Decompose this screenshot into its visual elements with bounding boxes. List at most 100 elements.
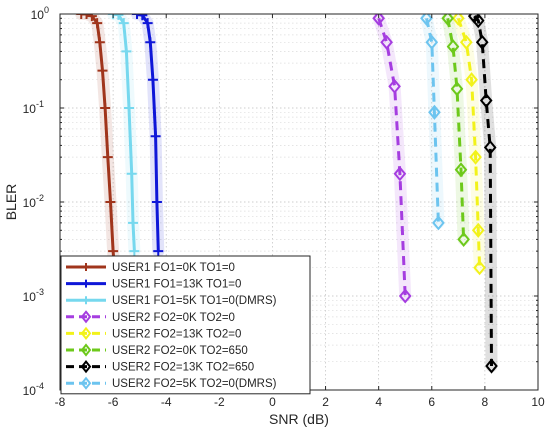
legend-item: USER2 FO2=0K TO2=0 <box>66 310 235 324</box>
series-1 <box>75 14 122 292</box>
legend-swatch-marker <box>80 376 92 390</box>
legend-label: USER1 FO1=0K TO1=0 <box>112 262 235 274</box>
data-point <box>452 14 465 26</box>
legend-swatch-marker <box>82 263 90 271</box>
data-point <box>471 222 485 238</box>
data-point <box>428 104 441 120</box>
data-point <box>459 34 473 50</box>
data-point <box>113 14 124 20</box>
data-point <box>398 288 412 304</box>
data-point <box>372 14 385 26</box>
legend-swatch-marker <box>82 296 90 305</box>
data-point <box>475 34 489 50</box>
data-point <box>129 246 140 257</box>
data-point <box>121 46 132 57</box>
series-shadow <box>420 14 445 229</box>
data-point <box>465 72 478 88</box>
data-point <box>81 14 92 19</box>
legend-swatch-marker <box>80 343 92 357</box>
data-point <box>97 65 108 76</box>
legend-swatch-marker <box>80 326 92 341</box>
legend-item: USER2 FO2=13K TO2=0 <box>66 326 241 341</box>
legend-item: USER1 FO1=5K TO1=0(DMRS) <box>66 295 277 307</box>
legend-label: USER1 FO1=13K TO1=0 <box>112 279 241 291</box>
data-point <box>102 152 113 163</box>
data-point <box>124 103 135 113</box>
data-point <box>92 18 103 29</box>
data-point <box>485 358 498 374</box>
series-line <box>473 15 493 367</box>
legend-item: USER1 FO1=0K TO1=0 <box>66 262 235 274</box>
data-point <box>425 34 439 50</box>
legend-label: USER2 FO2=13K TO2=0 <box>112 328 241 340</box>
legend-swatch-marker <box>82 279 90 288</box>
y-tick-label: 10-3 <box>23 287 44 304</box>
legend-label: USER1 FO1=5K TO1=0(DMRS) <box>112 295 277 307</box>
x-tick-label: -6 <box>108 395 119 409</box>
x-tick-label: 6 <box>428 395 435 409</box>
data-point <box>432 215 445 231</box>
axis-ticks: -8 -6 -4 -2 0 2 4 6 8 10 10-4 10-3 10-2 10-1 100 <box>23 5 545 409</box>
legend-item: USER2 FO2=0K TO2=650 <box>66 343 248 357</box>
legend-swatch-marker <box>80 359 92 374</box>
series-2 <box>131 14 165 258</box>
data-point <box>469 149 482 165</box>
legend-label: USER2 FO2=5K TO2=0(DMRS) <box>112 378 277 390</box>
data-point <box>118 18 129 29</box>
series-line <box>377 17 407 297</box>
series-line <box>446 18 466 240</box>
data-point <box>483 139 497 156</box>
data-point <box>132 14 143 19</box>
series-6 <box>441 14 470 247</box>
x-tick-label: 0 <box>269 395 276 409</box>
x-tick-label: -2 <box>214 395 225 409</box>
legend-item: USER1 FO1=13K TO1=0 <box>66 279 241 291</box>
x-tick-label: 10 <box>531 395 545 409</box>
data-point <box>393 166 407 182</box>
y-tick-label: 10-1 <box>23 99 44 116</box>
legend-item: USER2 FO2=13K TO2=650 <box>66 359 254 374</box>
legend-item: USER2 FO2=5K TO2=0(DMRS) <box>66 376 277 390</box>
series-layer <box>75 14 498 374</box>
data-point <box>145 37 156 48</box>
legend-label: USER2 FO2=0K TO2=0 <box>112 312 235 324</box>
data-point <box>151 197 162 207</box>
legend-label: USER2 FO2=13K TO2=650 <box>112 362 254 374</box>
data-point <box>137 14 148 21</box>
data-point <box>457 231 470 247</box>
data-point <box>471 14 485 29</box>
data-point <box>108 246 119 257</box>
data-point <box>76 14 87 19</box>
data-point <box>473 260 486 276</box>
data-point <box>94 37 105 48</box>
legend-label: USER2 FO2=0K TO2=650 <box>112 345 248 357</box>
data-point <box>479 92 493 109</box>
x-tick-label: -4 <box>161 395 172 409</box>
data-point <box>380 34 393 50</box>
data-point <box>142 18 153 29</box>
y-tick-label: 10-2 <box>23 193 44 210</box>
data-point <box>100 103 111 113</box>
legend-box <box>60 255 311 395</box>
x-tick-label: -8 <box>55 395 66 409</box>
y-axis-label: BLER <box>3 184 19 221</box>
data-point <box>454 162 468 178</box>
data-point <box>446 39 460 55</box>
data-point <box>147 74 158 85</box>
x-tick-label: 2 <box>322 395 329 409</box>
series-8 <box>420 14 445 231</box>
data-point <box>388 78 401 94</box>
series-4 <box>372 14 412 304</box>
legend-swatch-marker <box>80 310 92 324</box>
data-point <box>441 14 455 26</box>
y-tick-label: 10-4 <box>23 381 44 398</box>
series-5 <box>452 14 486 276</box>
data-point <box>105 197 116 207</box>
data-point <box>128 217 139 228</box>
data-point <box>126 168 137 179</box>
x-tick-label: 4 <box>375 395 382 409</box>
legend: USER1 FO1=0K TO1=0 USER1 FO1=13K TO1=0 USE… <box>60 255 311 395</box>
data-point <box>150 131 161 142</box>
